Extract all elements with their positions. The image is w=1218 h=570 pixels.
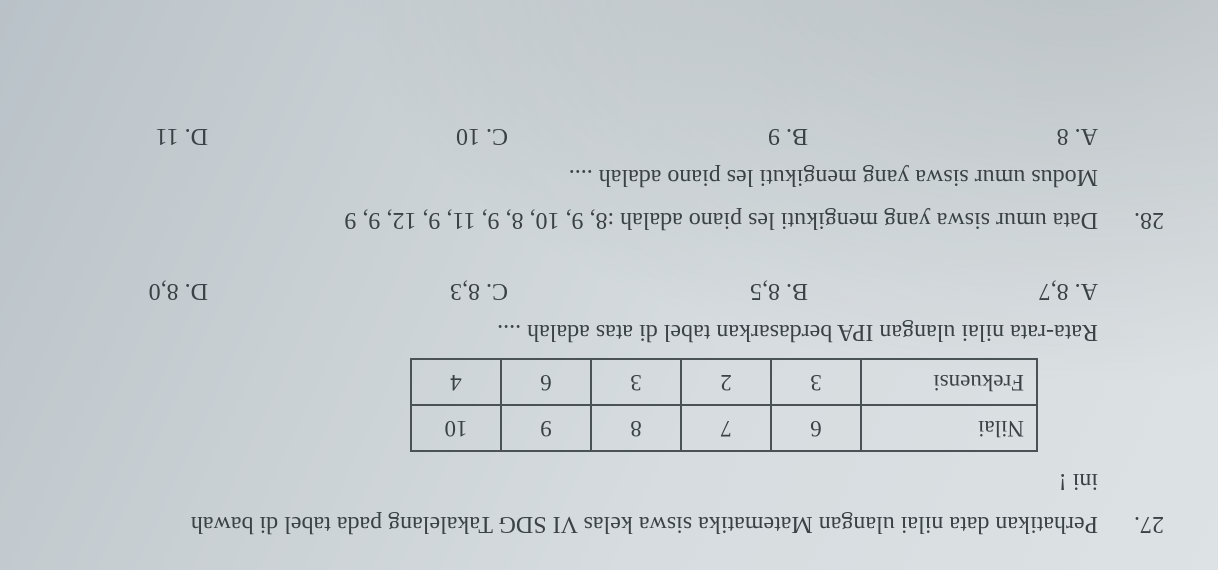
cell: 10	[411, 405, 501, 451]
cell: 6	[771, 405, 861, 451]
cell: 3	[771, 359, 861, 405]
option-a: A. 8,7	[808, 272, 1098, 309]
question-number: 27.	[1124, 505, 1164, 542]
question-stem-line2: ini !	[8, 462, 1098, 499]
cell: 4	[411, 359, 501, 405]
option-a: A. 8	[808, 116, 1098, 153]
question-substem: Modus umur siswa yang mengikuti les pian…	[8, 158, 1098, 195]
question-number: 28.	[1124, 201, 1164, 238]
question-27: 27. Perhatikan data nilai ulangan Matema…	[70, 272, 1164, 542]
row-label-nilai: Nilai	[861, 405, 1037, 451]
option-c: C. 8,3	[208, 272, 508, 309]
question-28: 28. Data umur siswa yang mengikuti les p…	[70, 116, 1164, 238]
cell: 8	[591, 405, 681, 451]
score-table: Nilai 6 7 8 9 10 Frekuensi 3 2 3 6	[8, 358, 1038, 451]
option-d: D. 8,0	[8, 272, 208, 309]
cell: 7	[681, 405, 771, 451]
table: Nilai 6 7 8 9 10 Frekuensi 3 2 3 6	[410, 358, 1038, 451]
table-row: Frekuensi 3 2 3 6 4	[411, 359, 1037, 405]
question-substem: Rata-rata nilai ulangan IPA berdasarkan …	[8, 313, 1098, 350]
page-content: 27. Perhatikan data nilai ulangan Matema…	[0, 0, 1218, 570]
table-row: Nilai 6 7 8 9 10	[411, 405, 1037, 451]
scanned-page: 27. Perhatikan data nilai ulangan Matema…	[0, 0, 1218, 570]
option-b: B. 9	[508, 116, 808, 153]
question-body: Data umur siswa yang mengikuti les piano…	[8, 116, 1098, 238]
option-d: D. 11	[8, 116, 208, 153]
cell: 3	[591, 359, 681, 405]
cell: 2	[681, 359, 771, 405]
answer-options: A. 8,7 B. 8,5 C. 8,3 D. 8,0	[8, 272, 1098, 309]
row-label-frekuensi: Frekuensi	[861, 359, 1037, 405]
option-b: B. 8,5	[508, 272, 808, 309]
question-body: Perhatikan data nilai ulangan Matematika…	[8, 272, 1098, 542]
cell: 6	[501, 359, 591, 405]
question-stem-line1: Perhatikan data nilai ulangan Matematika…	[8, 505, 1098, 542]
question-stem: Data umur siswa yang mengikuti les piano…	[8, 201, 1098, 238]
option-c: C. 10	[208, 116, 508, 153]
cell: 9	[501, 405, 591, 451]
answer-options: A. 8 B. 9 C. 10 D. 11	[8, 116, 1098, 153]
